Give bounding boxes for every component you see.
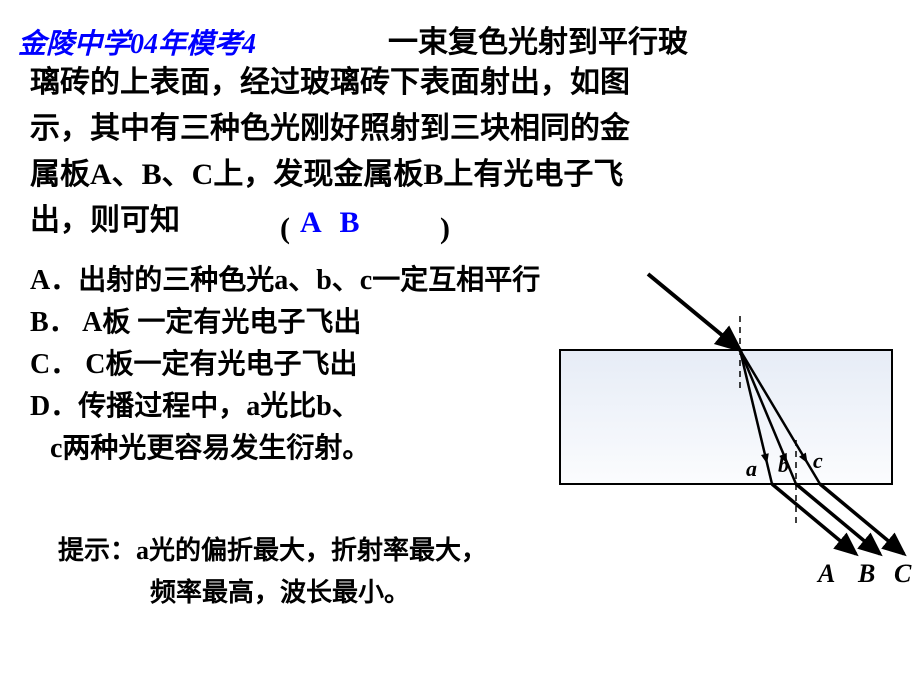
option-a-label: A．	[30, 265, 78, 296]
question-line-4: 属板A、B、C上，发现金属板B上有光电子飞	[30, 152, 623, 199]
option-b-text: A板 一定有光电子飞出	[77, 307, 362, 338]
option-a: A．出射的三种色光a、b、c一定互相平行	[30, 258, 540, 298]
blank-close: )	[440, 206, 450, 253]
exit-rays	[772, 484, 904, 554]
plate-labels: ABC	[816, 559, 912, 588]
question-line-3: 示，其中有三种色光刚好照射到三块相同的金	[30, 106, 630, 153]
option-d-label: D．	[30, 391, 78, 422]
glass-slab	[560, 350, 892, 484]
svg-text:b: b	[778, 452, 789, 477]
svg-text:B: B	[857, 559, 875, 588]
incident-ray	[648, 274, 740, 350]
hint-line-2: 频率最高，波长最小。	[150, 572, 410, 609]
option-c-text: C板一定有光电子飞出	[78, 349, 357, 380]
svg-text:C: C	[894, 559, 912, 588]
option-c: C． C板一定有光电子飞出	[30, 342, 357, 382]
hint-line-1: 提示：a光的偏折最大，折射率最大，	[58, 530, 487, 567]
svg-text:c: c	[813, 448, 823, 473]
option-d-cont: c两种光更容易发生衍射。	[50, 426, 370, 466]
blank-open: (	[280, 206, 290, 253]
option-b: B． A板 一定有光电子飞出	[30, 300, 361, 340]
option-b-label: B．	[30, 307, 77, 338]
source-label: 金陵中学04年模考4	[18, 22, 256, 62]
refraction-diagram: abc ABC	[560, 280, 900, 590]
answer-letters: A B	[300, 206, 366, 240]
svg-text:A: A	[816, 559, 835, 588]
question-line-2: 璃砖的上表面，经过玻璃砖下表面射出，如图	[30, 60, 630, 107]
option-d-text: 传播过程中，a光比b、	[78, 391, 360, 422]
option-a-text: 出射的三种色光a、b、c一定互相平行	[78, 265, 540, 296]
question-line-5: 出，则可知	[30, 198, 180, 245]
option-c-label: C．	[30, 349, 78, 380]
svg-text:a: a	[746, 456, 757, 481]
option-d: D．传播过程中，a光比b、	[30, 384, 360, 424]
